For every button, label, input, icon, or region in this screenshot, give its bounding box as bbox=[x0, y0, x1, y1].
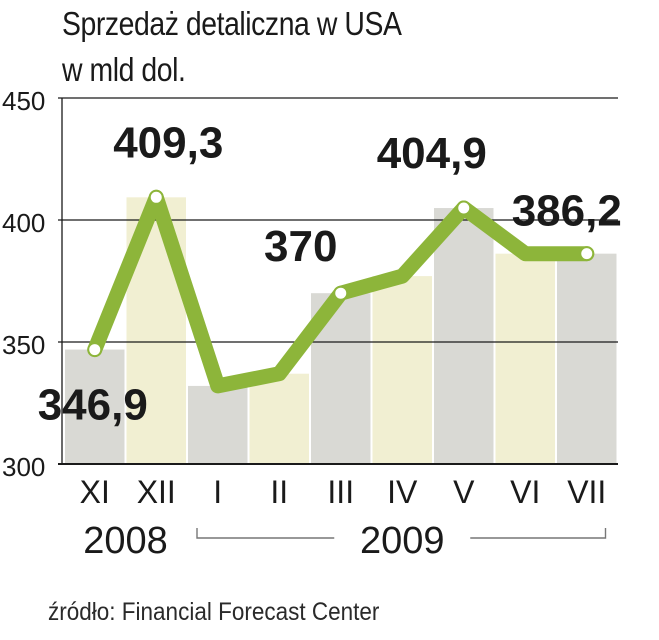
y-tick-label-300: 300 bbox=[2, 452, 45, 482]
x-tick-label-vi: VI bbox=[510, 474, 540, 510]
y-tick-label-350: 350 bbox=[2, 330, 45, 360]
data-point-iii bbox=[333, 285, 349, 301]
chart-title-line1: Sprzedaż detaliczna w USA bbox=[62, 5, 402, 42]
value-column-v bbox=[434, 208, 494, 464]
x-tick-label-i: I bbox=[213, 474, 222, 510]
x-tick-label-iv: IV bbox=[387, 474, 418, 510]
x-tick-label-xii: XII bbox=[137, 474, 176, 510]
value-column-i bbox=[188, 385, 248, 464]
source-note: źródło: Financial Forecast Center bbox=[48, 598, 380, 626]
chart-title-line2: w mld dol. bbox=[62, 51, 186, 88]
year-bracket-left-2009 bbox=[196, 528, 335, 539]
y-tick-label-450: 450 bbox=[2, 86, 45, 116]
data-label-xi: 346,9 bbox=[38, 381, 148, 430]
value-column-vii bbox=[557, 253, 617, 464]
data-label-xii: 409,3 bbox=[113, 118, 223, 167]
data-point-vii bbox=[579, 246, 595, 262]
x-tick-label-xi: XI bbox=[80, 474, 110, 510]
data-point-xii bbox=[148, 189, 164, 205]
x-tick-label-vii: VII bbox=[567, 474, 606, 510]
retail-sales-chart: 300 350 400 450 346,9 409,3 370 404,9 386,2 XI XII… bbox=[2, 86, 622, 562]
data-label-iii: 370 bbox=[264, 222, 337, 271]
x-tick-label-iii: III bbox=[327, 474, 354, 510]
year-bracket-right-2009 bbox=[470, 528, 607, 539]
x-tick-label-v: V bbox=[453, 474, 475, 510]
year-label-2009: 2009 bbox=[360, 520, 445, 562]
data-point-xi bbox=[87, 342, 103, 358]
value-column-xi bbox=[65, 349, 125, 464]
value-column-vi bbox=[495, 253, 555, 464]
data-point-v bbox=[456, 200, 472, 216]
value-column-iv bbox=[372, 276, 432, 464]
year-label-2008: 2008 bbox=[83, 520, 168, 562]
y-tick-label-400: 400 bbox=[2, 208, 45, 238]
value-column-ii bbox=[249, 373, 309, 464]
data-label-v: 404,9 bbox=[377, 129, 487, 178]
data-label-vii: 386,2 bbox=[512, 187, 622, 236]
x-tick-label-ii: II bbox=[270, 474, 288, 510]
